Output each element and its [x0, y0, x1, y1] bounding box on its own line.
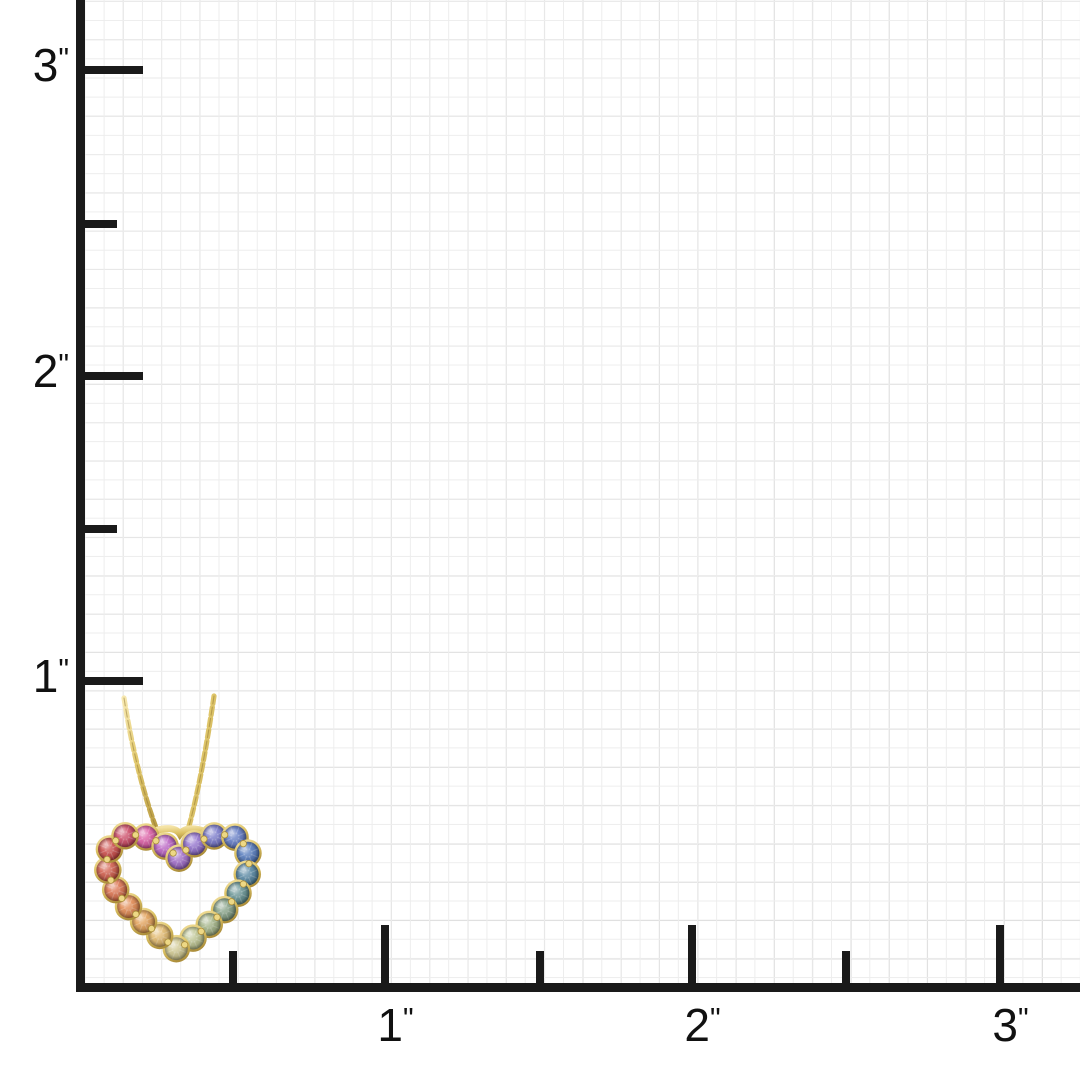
y-tick-3: [85, 66, 143, 74]
inch-prime-mark: ": [58, 653, 69, 687]
setting-prong: [112, 837, 120, 845]
x-axis-label-number: 2: [684, 999, 710, 1051]
x-tick-0-5: [229, 951, 237, 983]
setting-prong: [239, 840, 247, 848]
setting-prong: [164, 938, 172, 946]
x-tick-1-5: [536, 951, 544, 983]
y-axis-label-3: 3": [32, 39, 69, 91]
x-axis-label-2: 2": [684, 999, 721, 1051]
x-tick-3: [996, 925, 1004, 983]
y-tick-1-5: [85, 525, 117, 533]
setting-prong: [239, 880, 247, 888]
x-axis-label-3: 3": [992, 999, 1029, 1051]
setting-prong: [169, 849, 177, 857]
inch-prime-mark: ": [1017, 1002, 1029, 1036]
setting-prong: [147, 925, 156, 933]
setting-prong: [152, 837, 160, 845]
y-axis-label-1: 1": [32, 650, 69, 702]
vertical-axis-line: [76, 0, 85, 992]
inch-prime-mark: ": [58, 42, 69, 76]
setting-prong: [213, 913, 221, 921]
setting-prong: [228, 898, 236, 906]
setting-prong: [131, 831, 140, 839]
y-axis-label-number: 2: [32, 345, 59, 397]
product-photo: [78, 688, 278, 988]
y-axis-label-number: 3: [32, 39, 59, 91]
x-axis-label-1: 1": [377, 999, 414, 1051]
x-axis-label-number: 1: [377, 999, 403, 1051]
gemstone-layer: [94, 821, 262, 963]
setting-prong: [107, 876, 115, 884]
gemstone-8-teal-sapphire: [233, 860, 262, 888]
y-axis-label-2: 2": [32, 345, 69, 397]
x-tick-2-5: [842, 951, 850, 983]
setting-prong: [245, 860, 253, 868]
gemstone-5-periwinkle-sapphire: [200, 822, 228, 850]
y-tick-1: [85, 677, 143, 685]
inch-prime-mark: ": [58, 348, 69, 382]
horizontal-axis-line: [76, 983, 1080, 992]
x-tick-1: [381, 925, 389, 983]
x-tick-2: [688, 925, 696, 983]
setting-prong: [132, 910, 140, 918]
y-axis-label-number: 1: [32, 650, 59, 702]
setting-prong: [182, 846, 190, 854]
setting-prong: [200, 835, 208, 843]
setting-prong: [197, 927, 205, 935]
setting-prong: [181, 941, 189, 949]
chain-strand-left: [121, 695, 159, 831]
y-tick-2-5: [85, 220, 117, 228]
chain-strand-right: [185, 693, 217, 833]
inch-prime-mark: ": [709, 1002, 721, 1036]
setting-prong: [118, 894, 126, 902]
x-axis-label-number: 3: [992, 999, 1018, 1051]
setting-prong: [103, 855, 111, 864]
setting-prong: [221, 831, 229, 839]
y-tick-2: [85, 372, 143, 380]
inch-prime-mark: ": [402, 1002, 414, 1036]
